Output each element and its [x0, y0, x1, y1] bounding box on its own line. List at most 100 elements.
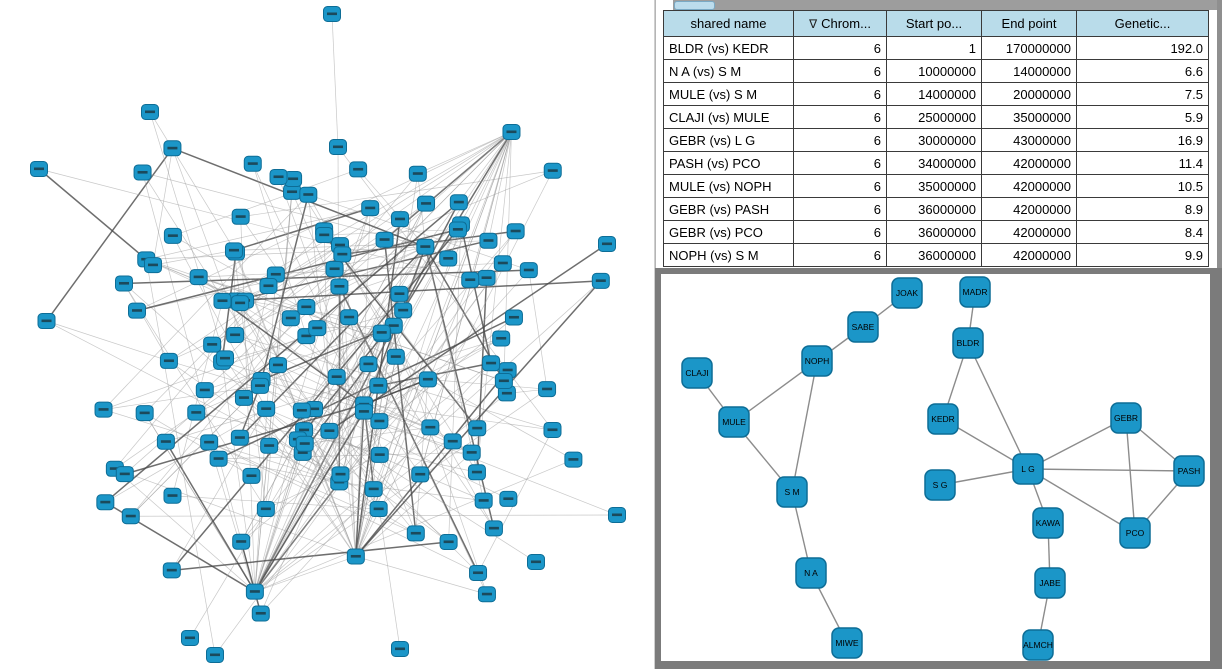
network-node[interactable] — [418, 371, 437, 388]
network-node[interactable] — [527, 554, 545, 570]
network-node[interactable] — [245, 583, 264, 600]
network-node[interactable] — [114, 275, 133, 292]
network-node[interactable] — [497, 385, 516, 402]
column-header-start-position[interactable]: Start po... — [886, 10, 982, 37]
network-node[interactable] — [474, 492, 493, 509]
network-node[interactable] — [159, 352, 178, 369]
network-node-mule[interactable]: MULE — [718, 406, 750, 438]
network-node[interactable] — [369, 377, 388, 394]
network-node[interactable] — [256, 501, 275, 518]
network-node[interactable] — [394, 302, 413, 319]
overview-network-view[interactable] — [0, 0, 655, 669]
network-node-sabe[interactable]: SABE — [847, 311, 879, 343]
column-header-end-point[interactable]: End point — [981, 10, 1077, 37]
network-node[interactable] — [96, 494, 115, 511]
network-node[interactable] — [133, 164, 152, 181]
table-row[interactable]: PASH (vs) PCO 6 34000000 42000000 11.4 — [663, 151, 1209, 175]
network-node[interactable] — [364, 481, 383, 498]
table-row[interactable]: CLAJI (vs) MULE 6 25000000 35000000 5.9 — [663, 105, 1209, 129]
network-node[interactable] — [411, 466, 430, 483]
network-node[interactable] — [226, 326, 245, 343]
network-node[interactable] — [163, 140, 182, 157]
network-node[interactable] — [391, 211, 410, 228]
network-node[interactable] — [538, 381, 557, 398]
network-node-noph[interactable]: NOPH — [801, 345, 833, 377]
network-node[interactable] — [461, 271, 480, 288]
network-node[interactable] — [115, 466, 134, 483]
network-node[interactable] — [370, 446, 389, 463]
network-node[interactable] — [297, 299, 316, 316]
network-node[interactable] — [203, 336, 222, 353]
network-node-n-a[interactable]: N A — [795, 557, 827, 589]
network-node[interactable] — [195, 382, 214, 399]
network-node[interactable] — [598, 236, 616, 252]
network-node-bldr[interactable]: BLDR — [952, 327, 984, 359]
network-node-l-g[interactable]: L G — [1012, 453, 1044, 485]
network-node[interactable] — [323, 6, 341, 22]
network-node[interactable] — [467, 464, 486, 481]
network-node[interactable] — [232, 533, 251, 550]
table-row[interactable]: NOPH (vs) S M 6 36000000 42000000 9.9 — [663, 243, 1209, 267]
network-node-kedr[interactable]: KEDR — [927, 403, 959, 435]
table-row[interactable]: GEBR (vs) PASH 6 36000000 42000000 8.9 — [663, 197, 1209, 221]
network-node[interactable] — [231, 295, 250, 312]
network-node[interactable] — [135, 405, 154, 422]
column-header-shared-name[interactable]: shared name — [663, 10, 794, 37]
network-node[interactable] — [268, 357, 287, 374]
network-node[interactable] — [30, 161, 48, 177]
network-node[interactable] — [482, 355, 501, 372]
network-node[interactable] — [439, 250, 458, 267]
network-node[interactable] — [391, 641, 409, 657]
table-vertical-scrollbar-track[interactable] — [1217, 0, 1222, 268]
network-node-almch[interactable]: ALMCH — [1022, 629, 1054, 661]
network-node[interactable] — [484, 520, 503, 537]
network-node[interactable] — [143, 257, 162, 274]
network-node-madr[interactable]: MADR — [959, 276, 991, 308]
network-edge[interactable] — [1125, 417, 1136, 534]
column-header-genetic[interactable]: Genetic... — [1076, 10, 1209, 37]
network-node[interactable] — [216, 350, 235, 367]
network-node[interactable] — [230, 429, 249, 446]
table-row[interactable]: GEBR (vs) L G 6 30000000 43000000 16.9 — [663, 128, 1209, 152]
network-node[interactable] — [156, 433, 175, 450]
network-node[interactable] — [477, 269, 496, 286]
network-node[interactable] — [315, 227, 334, 244]
table-row[interactable]: MULE (vs) NOPH 6 35000000 42000000 10.5 — [663, 174, 1209, 198]
network-node[interactable] — [224, 242, 243, 259]
network-node[interactable] — [333, 246, 352, 263]
network-node[interactable] — [340, 309, 359, 326]
network-node[interactable] — [416, 238, 435, 255]
table-row[interactable]: MULE (vs) S M 6 14000000 20000000 7.5 — [663, 82, 1209, 106]
network-node-s-g[interactable]: S G — [924, 469, 956, 501]
network-node[interactable] — [260, 437, 279, 454]
network-node[interactable] — [408, 165, 427, 182]
network-node[interactable] — [213, 292, 232, 309]
network-node[interactable] — [292, 402, 311, 419]
network-node[interactable] — [417, 195, 436, 212]
network-node[interactable] — [163, 487, 182, 504]
network-node[interactable] — [231, 208, 250, 225]
network-node[interactable] — [242, 467, 261, 484]
network-node[interactable] — [181, 630, 199, 646]
network-node[interactable] — [468, 420, 487, 437]
network-edge[interactable] — [1027, 468, 1136, 534]
network-node-claji[interactable]: CLAJI — [681, 357, 713, 389]
network-node[interactable] — [372, 324, 391, 341]
network-node[interactable] — [493, 255, 512, 272]
network-node[interactable] — [469, 564, 488, 581]
network-node[interactable] — [492, 330, 511, 347]
network-node[interactable] — [519, 262, 538, 279]
network-node[interactable] — [369, 501, 388, 518]
network-node[interactable] — [141, 104, 159, 120]
network-node[interactable] — [325, 260, 344, 277]
network-node[interactable] — [361, 200, 380, 217]
network-node[interactable] — [269, 168, 288, 185]
network-node[interactable] — [94, 401, 113, 418]
network-node[interactable] — [443, 433, 462, 450]
network-node-kawa[interactable]: KAWA — [1032, 507, 1064, 539]
network-node[interactable] — [234, 389, 253, 406]
network-node[interactable] — [346, 548, 365, 565]
network-node-pash[interactable]: PASH — [1173, 455, 1205, 487]
network-node[interactable] — [331, 466, 350, 483]
network-node[interactable] — [163, 227, 182, 244]
